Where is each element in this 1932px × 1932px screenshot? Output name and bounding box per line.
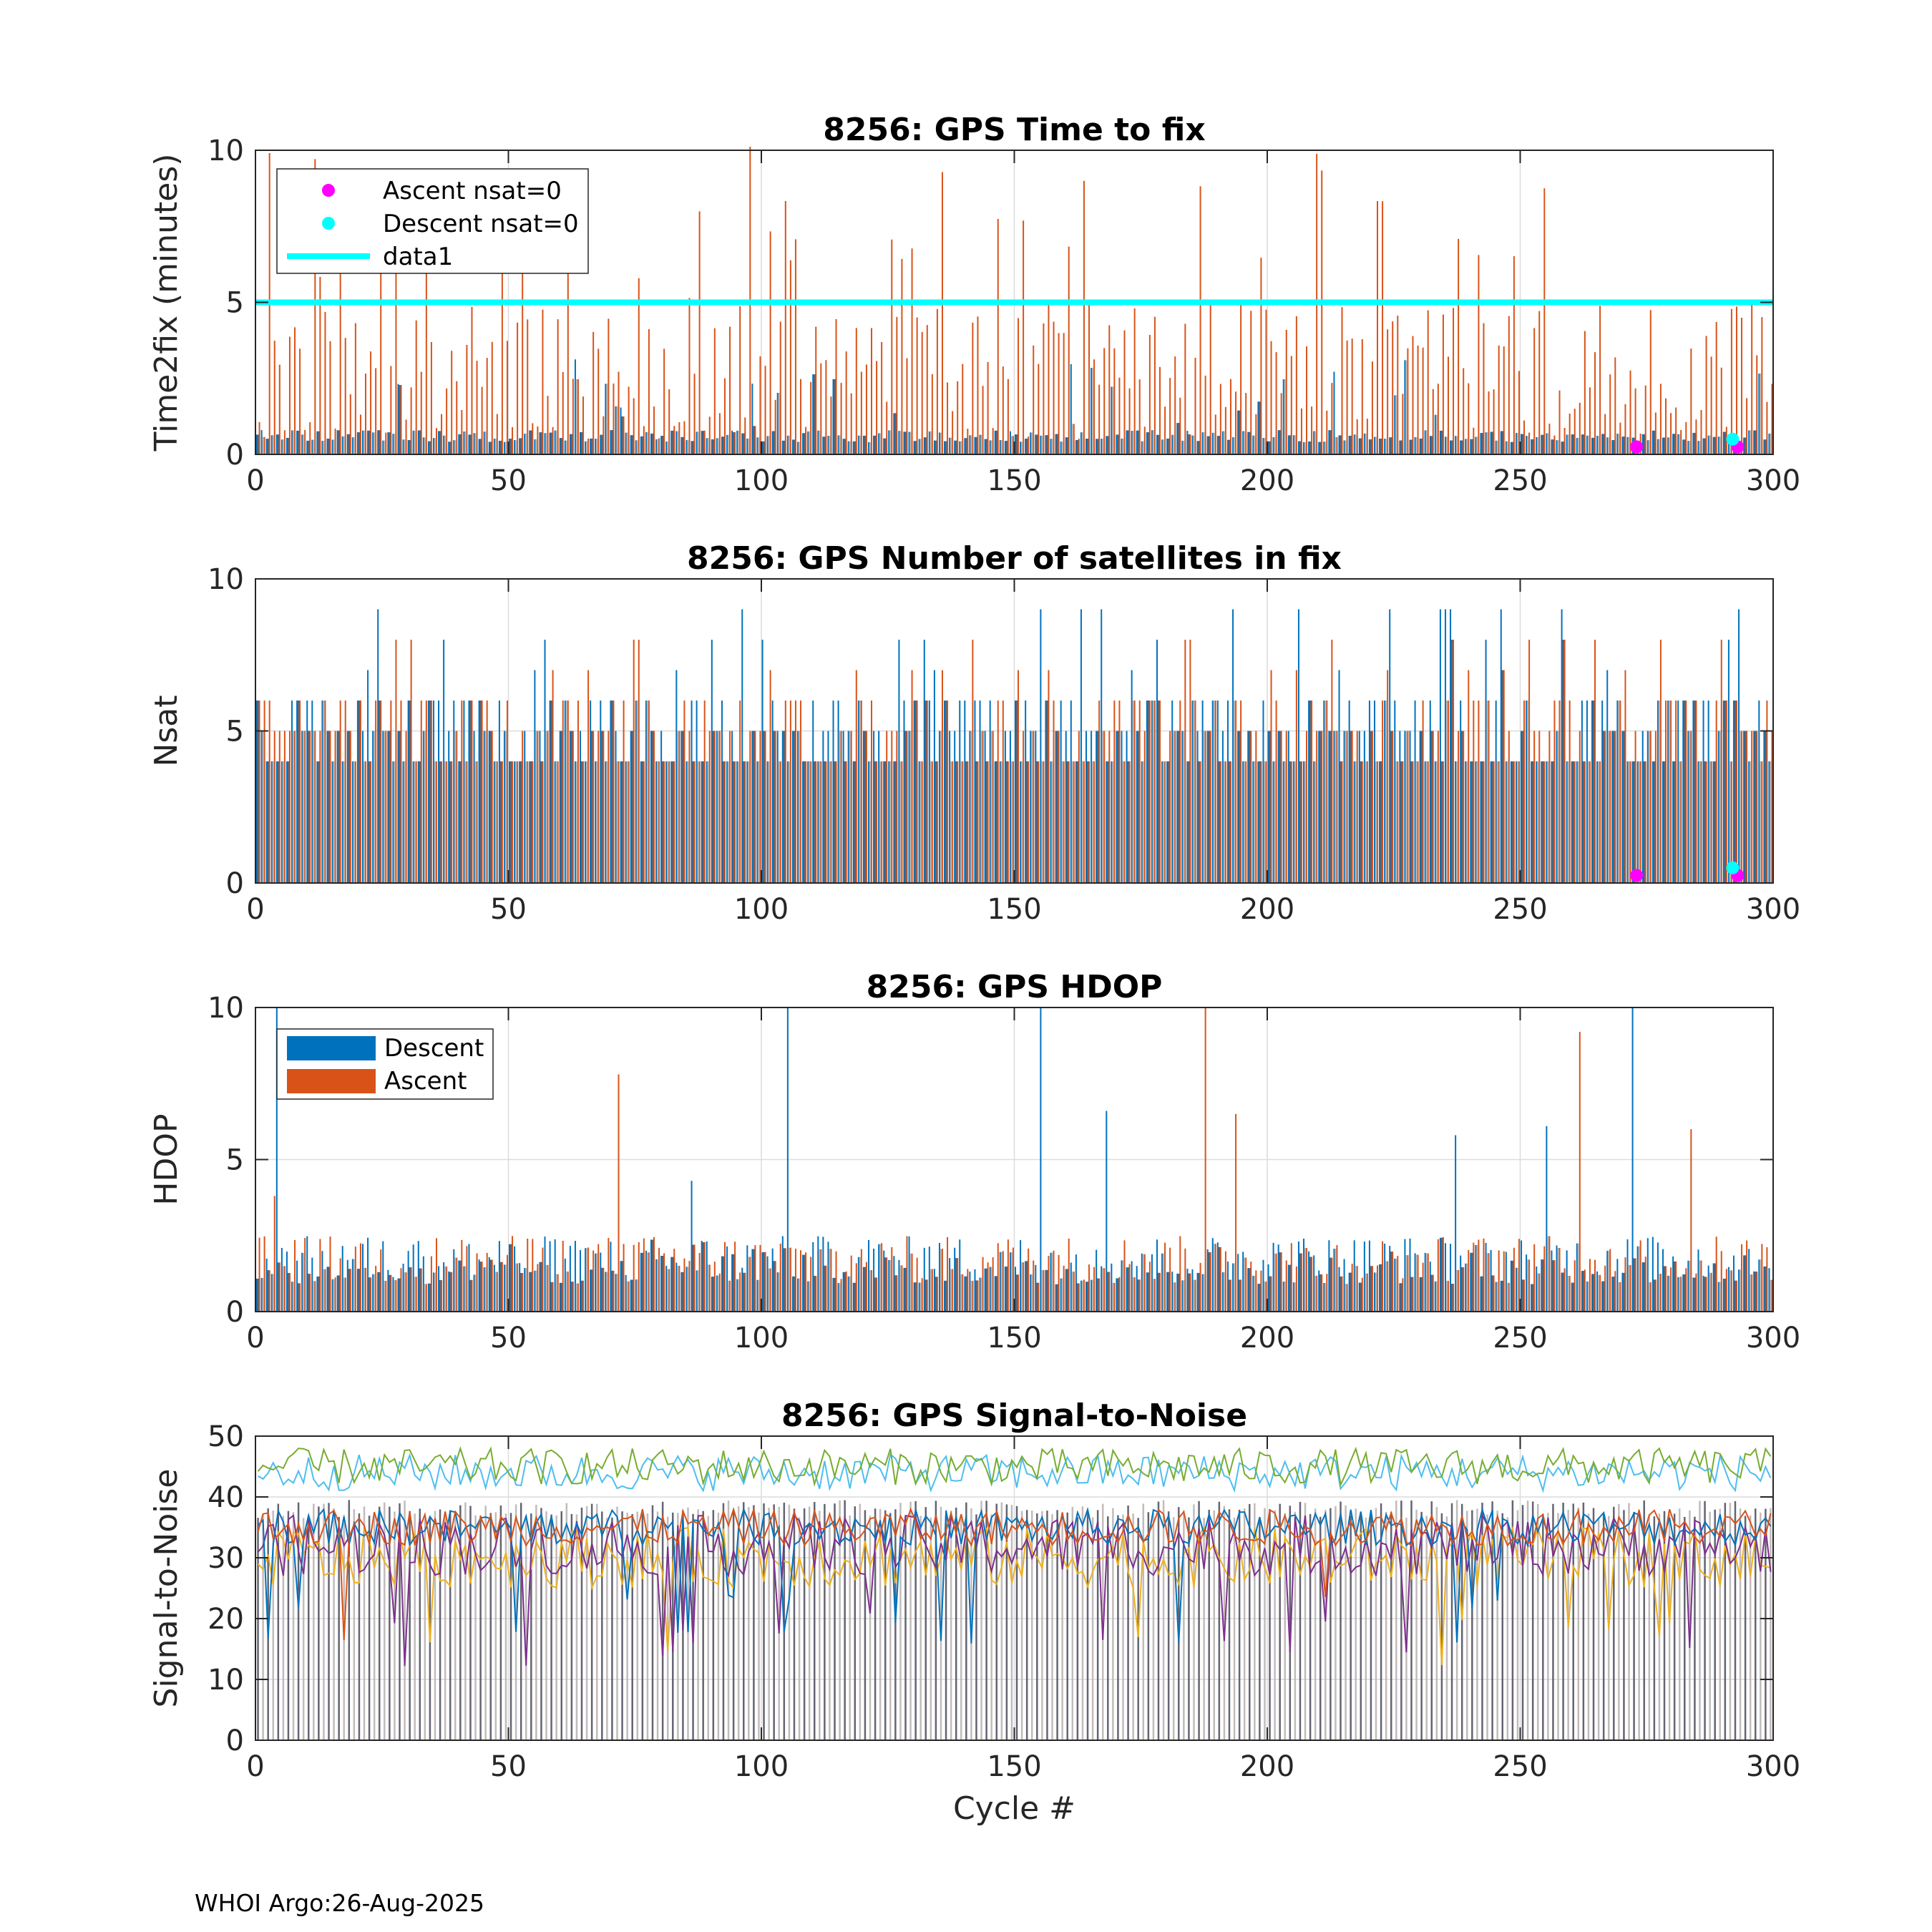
- y-axis-label: Nsat: [148, 695, 185, 766]
- x-tick-label: 300: [1746, 464, 1800, 497]
- snr-series-line: [257, 1453, 1772, 1493]
- x-tick-label: 150: [987, 1322, 1041, 1355]
- x-tick-label: 200: [1240, 1750, 1294, 1783]
- x-tick-label: 300: [1746, 1750, 1800, 1783]
- x-tick-label: 300: [1746, 893, 1800, 926]
- y-tick-label: 0: [226, 1296, 244, 1329]
- legend: Descent Ascent: [276, 1028, 494, 1100]
- y-tick-label: 30: [208, 1542, 244, 1575]
- x-tick-label: 100: [734, 1750, 789, 1783]
- x-tick-label: 50: [490, 893, 527, 926]
- x-tick-label: 50: [490, 1322, 527, 1355]
- x-tick-label: 250: [1493, 464, 1547, 497]
- x-tick-label: 200: [1240, 893, 1294, 926]
- legend-marker: [322, 217, 335, 230]
- marker-descent-nsat0: [1726, 432, 1740, 446]
- x-tick-label: 50: [490, 464, 527, 497]
- chart-title: 8256: GPS Number of satellites in fix: [687, 540, 1342, 577]
- snr-series-line: [257, 1506, 1772, 1641]
- x-tick-label: 0: [246, 464, 264, 497]
- x-tick-label: 50: [490, 1750, 527, 1783]
- snr-series-line: [257, 1506, 1772, 1644]
- chart-title: 8256: GPS Signal-to-Noise: [781, 1397, 1247, 1434]
- axes-nsat: 0 50 100 150 200 250 300 0 5 10 8256: GPS Number o…: [148, 540, 1800, 926]
- axes-time2fix: 0 50 100 150 200 250 300 0 5 10 8256: GPS Time to …: [148, 112, 1800, 497]
- axes-hdop: 0 50 100 150 200 250 300 0 5 10 8256: GPS HDOP HDOP…: [148, 969, 1800, 1355]
- legend-swatch: [287, 1036, 376, 1060]
- legend-label: Descent: [384, 1034, 484, 1063]
- legend-label: Ascent nsat=0: [383, 177, 562, 205]
- y-tick-label: 5: [226, 287, 244, 320]
- y-tick-label: 0: [226, 439, 244, 472]
- chart-title: 8256: GPS Time to fix: [823, 112, 1205, 148]
- y-tick-label: 10: [208, 135, 244, 167]
- y-tick-label: 40: [208, 1481, 244, 1514]
- x-tick-label: 150: [987, 464, 1041, 497]
- y-axis-label: Signal-to-Noise: [148, 1469, 185, 1708]
- x-tick-label: 150: [987, 893, 1041, 926]
- y-tick-label: 10: [208, 1664, 244, 1697]
- x-tick-label: 200: [1240, 1322, 1294, 1355]
- legend-label: Ascent: [384, 1067, 467, 1096]
- marker-ascent-nsat0: [1630, 440, 1644, 454]
- footer-timestamp: WHOI Argo:26-Aug-2025: [195, 1889, 484, 1917]
- snr-series-line: [257, 1446, 1772, 1488]
- x-tick-label: 0: [246, 893, 264, 926]
- y-tick-label: 5: [226, 1144, 244, 1177]
- y-axis-label: Time2fix (minutes): [148, 154, 185, 452]
- y-tick-label: 10: [208, 992, 244, 1025]
- x-tick-label: 100: [734, 464, 789, 497]
- x-tick-label: 150: [987, 1750, 1041, 1783]
- y-tick-label: 50: [208, 1420, 244, 1453]
- x-axis-label: Cycle #: [953, 1790, 1075, 1827]
- x-tick-label: 0: [246, 1322, 264, 1355]
- y-tick-label: 0: [226, 1724, 244, 1757]
- snr-series-line: [257, 1526, 1771, 1666]
- y-tick-label: 5: [226, 716, 244, 748]
- y-axis-label: HDOP: [148, 1113, 185, 1205]
- legend-label: data1: [383, 243, 453, 271]
- axes-snr: 0 50 100 150 200 250 300 0 10 20 30 40 50 8256: GPS S…: [148, 1397, 1800, 1827]
- x-tick-label: 300: [1746, 1322, 1800, 1355]
- chart-title: 8256: GPS HDOP: [867, 969, 1163, 1005]
- legend-swatch: [287, 1069, 376, 1093]
- y-tick-label: 0: [226, 867, 244, 900]
- legend-marker: [322, 184, 335, 197]
- x-tick-label: 250: [1493, 1322, 1547, 1355]
- y-tick-label: 20: [208, 1603, 244, 1636]
- x-tick-label: 250: [1493, 1750, 1547, 1783]
- x-tick-label: 0: [246, 1750, 264, 1783]
- x-tick-label: 100: [734, 893, 789, 926]
- x-tick-label: 200: [1240, 464, 1294, 497]
- legend: Ascent nsat=0 Descent nsat=0 data1: [276, 168, 589, 274]
- y-tick-label: 10: [208, 563, 244, 596]
- marker-descent-nsat0: [1726, 861, 1740, 874]
- x-tick-label: 250: [1493, 893, 1547, 926]
- x-tick-label: 100: [734, 1322, 789, 1355]
- legend-label: Descent nsat=0: [383, 210, 579, 238]
- marker-ascent-nsat0: [1630, 869, 1644, 882]
